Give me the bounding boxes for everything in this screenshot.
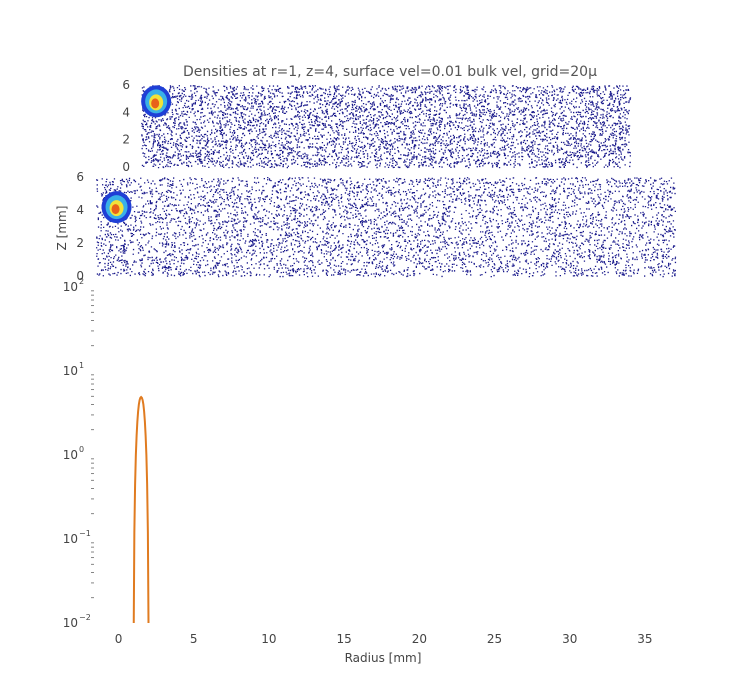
x-tick-label: 25 xyxy=(487,632,502,646)
y-tick-label: 4 xyxy=(76,203,84,217)
x-tick-label: 35 xyxy=(637,632,652,646)
chart-title: Densities at r=1, z=4, surface vel=0.01 … xyxy=(183,64,597,80)
x-tick-label: 5 xyxy=(190,632,198,646)
blob-core xyxy=(151,98,160,109)
x-tick-label: 20 xyxy=(412,632,427,646)
noise-speckle xyxy=(141,85,632,169)
series-line-density xyxy=(132,395,150,624)
x-tick-label: 10 xyxy=(261,632,276,646)
y-tick-label: 6 xyxy=(76,170,84,184)
heatmap-top-noise xyxy=(141,85,632,169)
y-tick-label: 10 xyxy=(63,616,78,630)
y-tick-exponent: 0 xyxy=(79,445,84,454)
y-tick-label: 0 xyxy=(76,269,84,283)
y-tick-label: 10 xyxy=(63,280,78,294)
x-tick-label: 0 xyxy=(115,632,123,646)
y-tick-label: 0 xyxy=(122,160,130,174)
heatmap-middle-noise xyxy=(96,177,677,278)
blob-core xyxy=(111,204,120,215)
y-tick-label: 10 xyxy=(63,364,78,378)
line-x-ticks: 0 5 10 15 20 25 30 35 xyxy=(115,632,653,646)
y-tick-label: 2 xyxy=(76,236,84,250)
x-tick-label: 30 xyxy=(562,632,577,646)
y-tick-label: 2 xyxy=(122,133,130,147)
line-series xyxy=(132,395,150,624)
y-tick-exponent: −2 xyxy=(79,613,91,622)
y-tick-label: 4 xyxy=(122,105,130,119)
heatmap-top-blob xyxy=(141,85,172,118)
y-tick-exponent: −1 xyxy=(79,529,91,538)
x-tick-label: 15 xyxy=(337,632,352,646)
y-tick-label: 10 xyxy=(63,532,78,546)
line-xlabel: Radius [mm] xyxy=(345,651,422,665)
heatmap-panel-top: 6 4 2 0 xyxy=(122,78,632,174)
noise-speckle xyxy=(96,177,677,278)
y-tick-exponent: 2 xyxy=(79,277,84,286)
heatmap-middle-ylabel: Z [mm] xyxy=(55,206,69,251)
y-tick-label: 6 xyxy=(122,78,130,92)
y-tick-label: 10 xyxy=(63,448,78,462)
heatmap-top-y-ticks: 6 4 2 0 xyxy=(122,78,130,174)
heatmap-middle-blob xyxy=(101,191,132,224)
y-tick-exponent: 1 xyxy=(79,361,84,370)
